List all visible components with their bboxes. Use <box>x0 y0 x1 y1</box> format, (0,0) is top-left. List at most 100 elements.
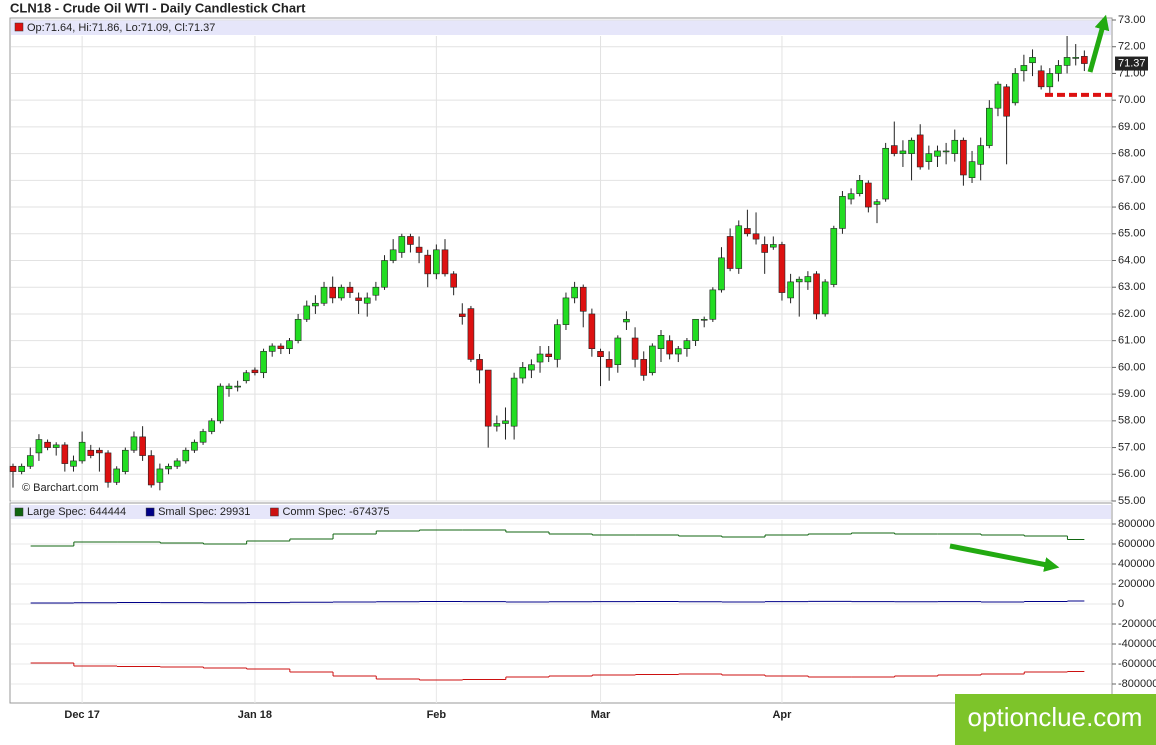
candle-body <box>968 161 976 178</box>
candle-body <box>372 286 380 296</box>
candle-body <box>605 359 613 368</box>
candle-body <box>96 449 103 454</box>
candle-body <box>770 244 777 248</box>
y-tick-label: -200000 <box>1118 618 1156 630</box>
y-tick-label: 200000 <box>1118 578 1155 590</box>
candle-body <box>813 273 820 315</box>
candle-body <box>692 318 699 341</box>
candle-body <box>450 273 457 288</box>
candle-body <box>752 233 760 240</box>
candle-body <box>320 286 328 304</box>
candle-body <box>191 441 198 451</box>
y-tick-label: 66.00 <box>1118 201 1146 213</box>
candle-body <box>588 313 596 349</box>
candle-body <box>640 359 648 376</box>
candle-body <box>303 305 311 320</box>
candle-body <box>493 423 501 427</box>
candle-body <box>579 286 587 312</box>
candle-body <box>657 335 665 349</box>
candle-body <box>787 281 794 299</box>
candle-body <box>234 385 241 388</box>
candle-body <box>294 318 302 341</box>
candle-body <box>78 441 86 462</box>
candle-body <box>631 337 639 360</box>
candle-body <box>1072 57 1080 59</box>
candle-body <box>329 286 336 299</box>
candle-body <box>122 449 129 472</box>
candle-body <box>821 281 829 315</box>
chart-title: CLN18 - Crude Oil WTI - Daily Candlestic… <box>10 0 306 15</box>
candle-body <box>899 150 907 154</box>
legend: Op:71.64, Hi:71.86, Lo:71.09, Cl:71.37 <box>27 22 215 34</box>
legend-bar <box>11 20 1111 35</box>
y-tick-label: 65.00 <box>1118 228 1146 240</box>
candle-body <box>951 139 959 154</box>
candle-body <box>571 286 578 299</box>
y-tick-label: 64.00 <box>1118 254 1146 266</box>
x-tick-label: Dec 17 <box>64 709 99 721</box>
candle-body <box>26 455 34 467</box>
arrow <box>949 543 1060 572</box>
candle-body <box>830 228 838 285</box>
candle-body <box>338 286 345 299</box>
candle-body <box>9 465 17 472</box>
candle-body <box>1046 73 1054 88</box>
source: © Barchart.com <box>22 482 99 494</box>
candle-body <box>70 460 77 467</box>
y-tick-label: 69.00 <box>1118 121 1146 133</box>
candle-body <box>666 340 673 355</box>
y-tick-label: 70.00 <box>1118 94 1146 106</box>
candle-body <box>882 147 889 200</box>
candle-body <box>674 348 682 355</box>
candle-body <box>467 308 475 360</box>
candle-body <box>251 369 259 374</box>
candle-body <box>182 449 190 462</box>
candle-body <box>52 444 60 448</box>
y-tick-label: 58.00 <box>1118 415 1146 427</box>
candle-body <box>398 236 406 253</box>
y-tick-label: 59.00 <box>1118 388 1146 400</box>
y-tick-label: -400000 <box>1118 638 1156 650</box>
y-tick-label: 57.00 <box>1118 441 1146 453</box>
candle-body <box>286 340 293 349</box>
candle-body <box>113 468 120 483</box>
candle-body <box>173 460 181 467</box>
candle-body <box>554 324 561 360</box>
candle-body <box>87 449 95 456</box>
candle-body <box>130 436 138 451</box>
candle-body <box>389 249 397 261</box>
candle-body <box>925 153 933 162</box>
candle-body <box>381 260 388 288</box>
candle-body <box>528 364 535 371</box>
y-tick-label: -800000 <box>1118 678 1156 690</box>
legend-bar <box>11 505 1111 519</box>
candle-body <box>44 441 51 448</box>
candle-body <box>225 385 233 390</box>
candle-body <box>890 145 898 154</box>
candle-body <box>502 420 509 424</box>
candle-body <box>804 276 812 283</box>
legend-swatch <box>145 507 155 517</box>
candle-body <box>363 297 371 304</box>
candle-body <box>1037 70 1045 88</box>
candle-body <box>778 244 786 293</box>
candle-body <box>18 465 25 472</box>
candle-body <box>1055 65 1062 74</box>
candle-body <box>795 278 803 283</box>
legend-swatch <box>14 507 24 517</box>
candle-body <box>415 246 423 253</box>
candle-body <box>165 465 172 470</box>
legend-label: Comm Spec: -674375 <box>282 506 389 518</box>
legend-label: Large Spec: 644444 <box>27 506 126 518</box>
candle-body <box>623 318 630 323</box>
candle-body <box>519 367 527 379</box>
candle-body <box>476 359 483 371</box>
candle-body <box>208 420 216 432</box>
candle-body <box>346 286 354 293</box>
candle-body <box>1003 86 1010 117</box>
candle-body <box>156 468 164 483</box>
y-tick-label: -600000 <box>1118 658 1156 670</box>
candle-body <box>744 228 751 235</box>
candle-body <box>916 134 924 168</box>
candle-body <box>709 289 717 320</box>
